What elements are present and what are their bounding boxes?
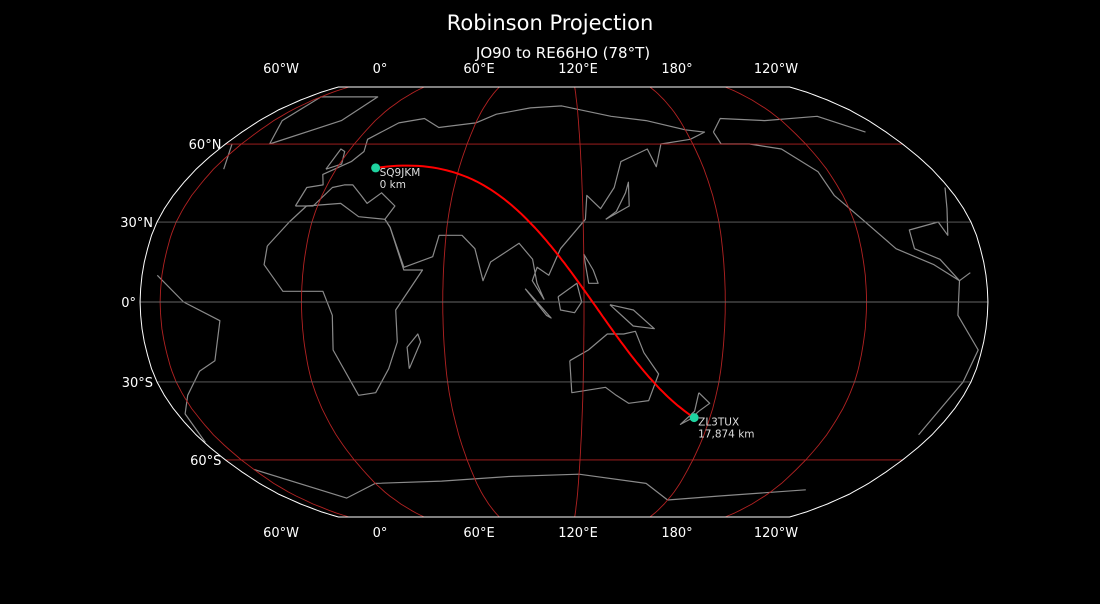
coastline	[156, 274, 221, 443]
coastline	[557, 282, 583, 314]
coastline	[325, 148, 346, 170]
station-marker	[371, 163, 381, 173]
parallel-label: 30°N	[120, 216, 153, 231]
coastlines	[156, 96, 979, 501]
coastline	[605, 181, 630, 220]
great-circle-path	[375, 164, 695, 419]
coastline	[524, 288, 552, 319]
coastline	[667, 489, 806, 501]
meridian-label-bottom: 180°	[661, 526, 692, 541]
graticule	[140, 86, 988, 518]
parallel-label: 60°N	[189, 138, 222, 153]
coastline	[263, 202, 424, 396]
station-call: SQ9JKM	[380, 167, 421, 179]
meridian-label-top: 120°E	[558, 62, 598, 77]
meridian-label-top: 60°E	[463, 62, 494, 77]
meridian-label-top: 180°	[661, 62, 692, 77]
station-distance: 0 km	[380, 179, 406, 191]
meridian-label-top: 0°	[373, 62, 388, 77]
meridian-label-top: 120°W	[754, 62, 798, 77]
path-line	[375, 164, 695, 419]
coastline	[223, 143, 233, 170]
graticule-labels: 60°W 60°W 0° 0° 60°E 60°E 120°E 120°E 180° 180° 12…	[120, 62, 798, 541]
coastline	[918, 280, 979, 436]
chart-title: Robinson Projection	[447, 11, 654, 35]
meridian-label-bottom: 120°W	[754, 526, 798, 541]
coastline	[609, 304, 655, 330]
map-outline	[139, 86, 989, 518]
coastline	[253, 468, 668, 501]
coastline	[406, 333, 422, 369]
parallel-label: 0°	[121, 296, 136, 311]
station-marker	[689, 413, 699, 423]
meridian-label-bottom: 0°	[373, 526, 388, 541]
chart-subtitle: JO90 to RE66HO (78°T)	[475, 44, 650, 62]
coastline	[569, 330, 660, 404]
station-distance: 17,874 km	[698, 429, 754, 441]
coastline	[712, 131, 961, 282]
meridian-label-bottom: 60°W	[263, 526, 299, 541]
coastline	[712, 115, 866, 133]
station-call: ZL3TUX	[698, 417, 739, 429]
coastline	[583, 253, 599, 284]
coastline	[269, 96, 379, 145]
meridian-label-top: 60°W	[263, 62, 299, 77]
parallel-label: 30°S	[122, 376, 153, 391]
coastline	[959, 272, 971, 282]
coastline	[294, 105, 706, 300]
map-outline-border	[139, 86, 989, 518]
meridian-label-bottom: 120°E	[558, 526, 598, 541]
parallel-label: 60°S	[190, 454, 221, 469]
meridian-label-bottom: 60°E	[463, 526, 494, 541]
